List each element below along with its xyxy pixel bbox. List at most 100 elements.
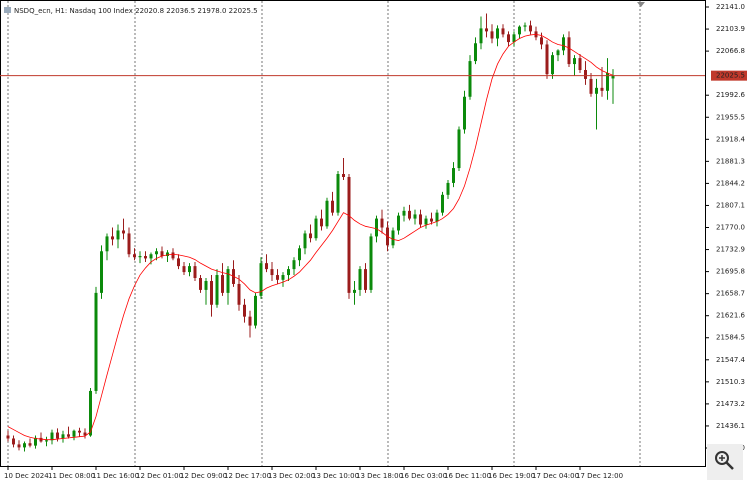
candle-body [402, 210, 406, 216]
candle-body [292, 260, 296, 270]
candle-body [248, 316, 252, 326]
y-tick-label: 22103.9 [716, 25, 745, 33]
zoom-bg[interactable] [707, 444, 743, 480]
candle-body [611, 75, 615, 79]
shift-marker [637, 2, 645, 7]
candle-body [419, 214, 422, 225]
candle-body [127, 233, 131, 255]
candle-body [507, 34, 510, 43]
candle-body [320, 218, 323, 227]
candle-body [331, 200, 334, 213]
candle-body [72, 430, 76, 437]
y-tick-label: 21621.6 [716, 312, 745, 320]
candle-body [430, 218, 433, 222]
y-tick-label: 21881.3 [716, 157, 745, 165]
candle-body [435, 212, 439, 222]
y-tick-label: 21584.5 [716, 334, 745, 342]
y-tick-label: 21473.2 [716, 400, 745, 408]
candle-body [12, 438, 15, 445]
candle-body [149, 254, 153, 259]
zoom-lens [715, 451, 729, 465]
candle-body [89, 390, 92, 436]
y-tick-label: 21992.6 [716, 91, 745, 99]
low-text: 21978.0 [197, 7, 226, 15]
y-tick-label: 21807.1 [716, 201, 745, 209]
candle-body [116, 230, 120, 240]
candle-body [501, 28, 505, 35]
candle-body [562, 37, 565, 51]
x-tick-label: 12 Dec 01:00 [136, 472, 183, 480]
candle-body [490, 31, 494, 39]
candle-body [226, 269, 230, 293]
plot-frame [0, 0, 706, 467]
y-tick-label: 21955.5 [716, 113, 745, 121]
x-tick-label: 11 Dec 16:00 [92, 472, 139, 480]
candle-body [144, 256, 147, 259]
candle-body [413, 214, 417, 219]
candle-body [6, 435, 10, 439]
candle-body [133, 254, 136, 258]
candle-body [243, 304, 246, 317]
candle-body [512, 34, 516, 43]
candle-body [193, 266, 197, 279]
candle-body [496, 28, 499, 39]
x-tick-label: 17 Dec 04:00 [532, 472, 579, 480]
candle-body [540, 37, 543, 45]
candle-body [342, 174, 345, 177]
candle-body [479, 28, 483, 44]
candle-body [485, 28, 488, 32]
x-tick-label: 16 Dec 11:00 [444, 472, 491, 480]
candle-body [160, 251, 164, 257]
x-tick-label: 17 Dec 12:00 [576, 472, 623, 480]
candle-body [111, 236, 114, 240]
candle-body [298, 248, 301, 261]
candle-body [457, 129, 461, 169]
candle-body [105, 236, 109, 252]
zoom-handle [725, 461, 734, 470]
candle-body [34, 437, 37, 446]
y-tick-label: 21436.1 [716, 422, 745, 430]
candle-body [584, 70, 587, 79]
candle-body [309, 233, 312, 239]
candle-body [182, 266, 186, 273]
candle-body [17, 444, 21, 448]
candle-body [221, 275, 224, 293]
candle-body [303, 233, 307, 249]
candle-body [380, 218, 384, 228]
candle-body [556, 50, 560, 56]
candle-body [364, 269, 367, 290]
candle-body [67, 434, 70, 437]
open-text: 22020.8 [135, 7, 164, 15]
candle-body [166, 252, 169, 257]
zoom-button[interactable] [707, 444, 743, 480]
candle-body [441, 194, 444, 213]
candle-body [281, 275, 285, 280]
candle-body [545, 44, 549, 75]
moving-average [7, 33, 614, 441]
y-tick-label: 21695.8 [716, 268, 745, 276]
x-tick-label: 10 Dec 2024 [4, 472, 49, 480]
x-tick-label: 13 Dec 10:00 [312, 472, 359, 480]
candle-body [177, 258, 180, 267]
x-tick-label: 11 Dec 08:00 [48, 472, 95, 480]
candle-body [237, 283, 241, 305]
candle-body [45, 440, 48, 442]
x-tick-label: 16 Dec 03:00 [400, 472, 447, 480]
candle-body [204, 280, 208, 290]
candle-body [523, 25, 527, 27]
y-tick-label: 21510.3 [716, 378, 745, 386]
candle-body [595, 87, 598, 94]
candle-body [369, 236, 373, 290]
y-tick-label: 22141.0 [716, 3, 745, 11]
price-label: 22025.5 [716, 72, 745, 80]
y-tick-label: 22066.8 [716, 47, 745, 55]
candle-body [171, 252, 175, 259]
candle-body [347, 176, 351, 293]
candle-body [353, 289, 356, 293]
candle-body [270, 269, 274, 276]
candle-body [314, 218, 318, 239]
candle-body [254, 295, 257, 326]
candle-body [210, 280, 213, 305]
candle-body [567, 37, 571, 65]
